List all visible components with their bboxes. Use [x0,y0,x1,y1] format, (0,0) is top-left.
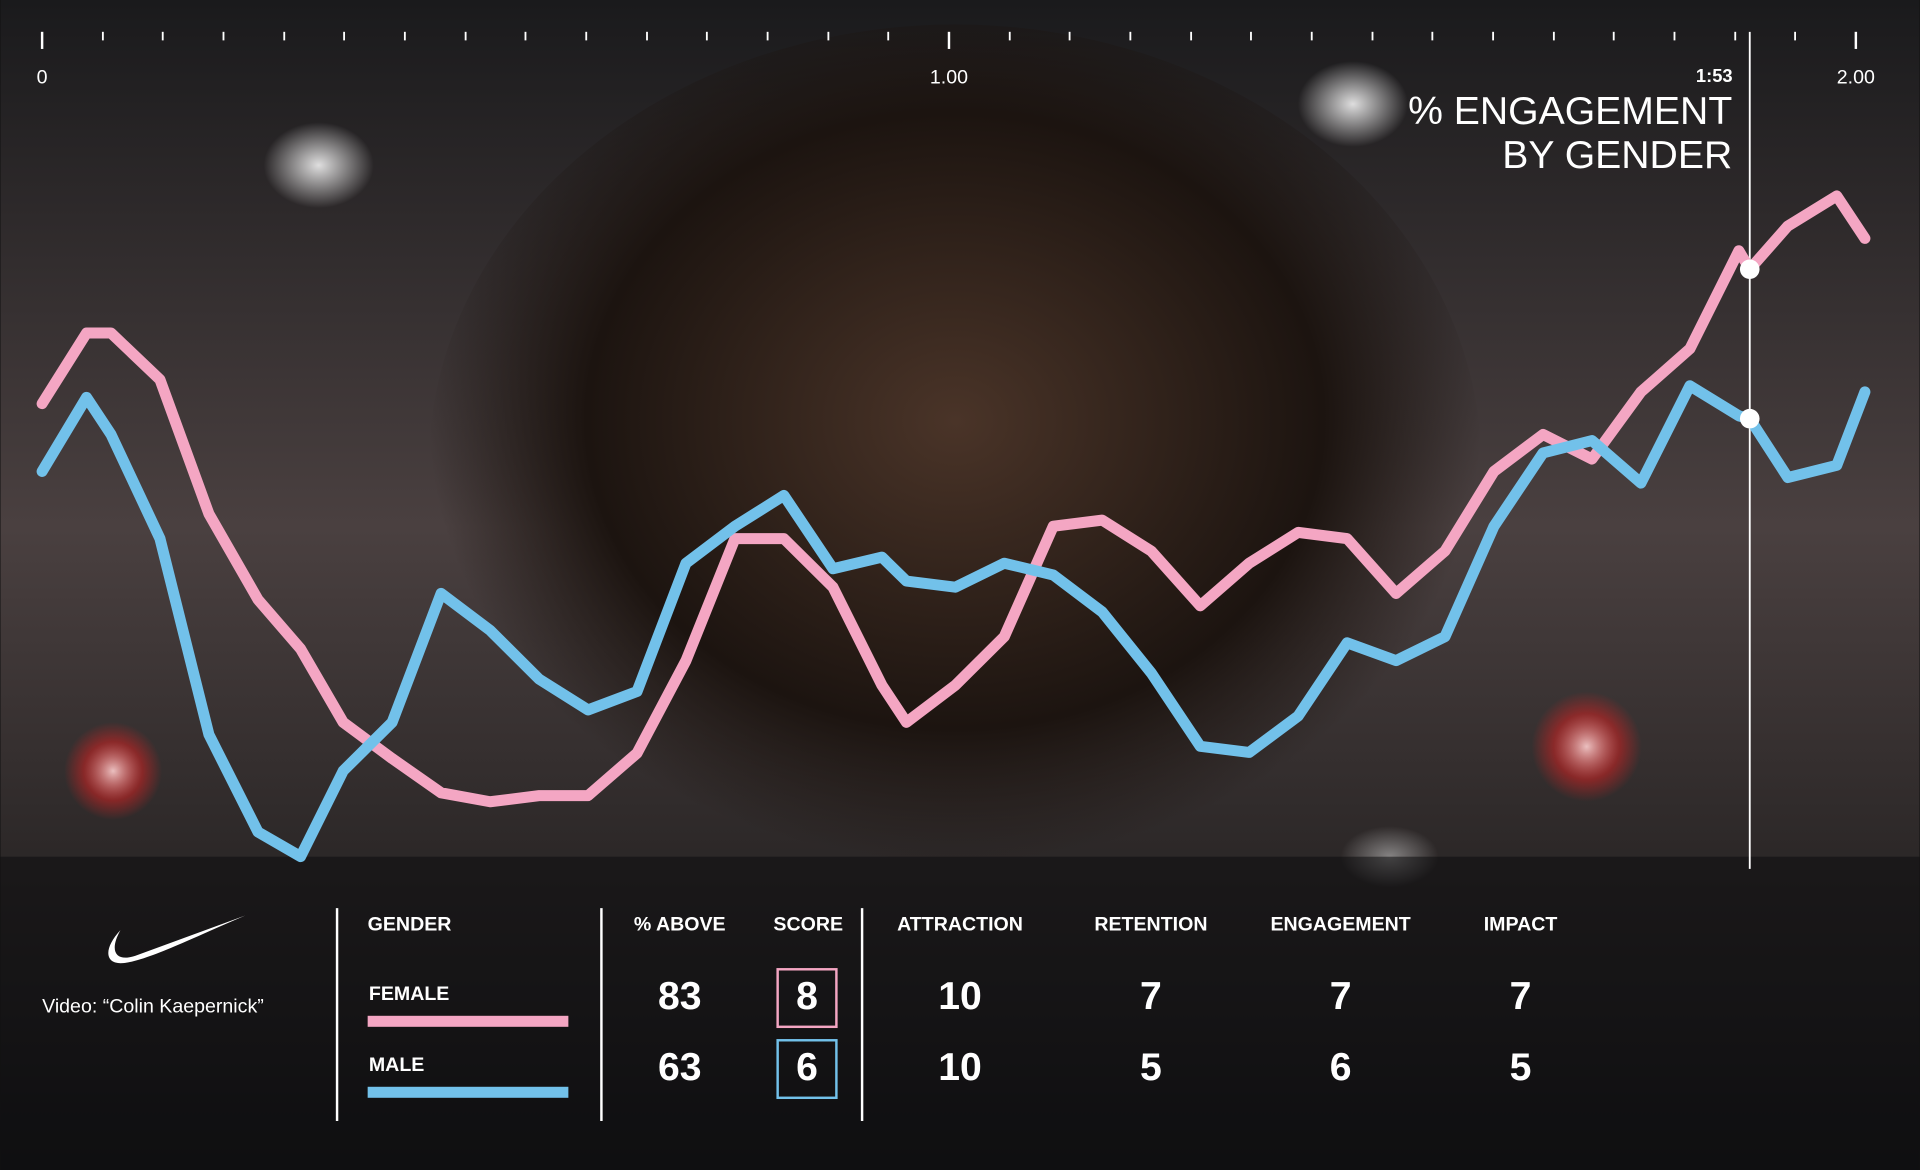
cell-value: 5 [1510,1046,1532,1089]
cell-value: 8 [796,975,818,1018]
column-header: RETENTION [1094,913,1207,935]
legend-swatch [367,1015,569,1027]
marker-dot [1739,408,1760,429]
brand: Video: “Colin Kaepernick” [42,915,264,1017]
column-header: % ABOVE [634,913,726,935]
cell-value: 7 [1330,975,1352,1018]
cell-value: 5 [1140,1046,1162,1089]
caption: Video: “Colin Kaepernick” [42,995,264,1017]
score-box [776,968,838,1029]
marker-dot [1739,259,1760,280]
x-tick-label: 0 [37,66,48,88]
legend-label: MALE [369,1054,424,1076]
chart-title: BY GENDER [1502,134,1732,177]
cell-value: 7 [1140,975,1162,1018]
cell-value: 7 [1510,975,1532,1018]
score-box [776,1039,838,1100]
chart-title: % ENGAGEMENT [1408,90,1732,133]
title: % ENGAGEMENT BY GENDER [1408,90,1732,177]
cell-value: 83 [658,975,702,1018]
cell-value: 10 [938,975,982,1018]
column-header: IMPACT [1484,913,1558,935]
legend-label: FEMALE [369,983,449,1005]
series-line [36,190,1871,808]
nike-logo [108,915,246,964]
time-marker-label: 1:53 [1696,65,1733,86]
cell-value: 10 [938,1046,982,1089]
column-header: ENGAGEMENT [1270,913,1410,935]
cell-value: 6 [796,1046,818,1089]
cell-value: 6 [1330,1046,1352,1089]
x-tick-label: 1.00 [930,66,968,88]
cell-value: 63 [658,1046,702,1089]
plot: 0 1.00 2.00 1:53 [36,31,1875,869]
column-header: ATTRACTION [897,913,1023,935]
column-header: GENDER [368,913,452,935]
score-table: GENDER % ABOVE SCORE ATTRACTION RETENTION ENG… [335,908,1558,1122]
column-header: SCORE [773,913,843,935]
series-line [36,380,1871,863]
legend-swatch [367,1086,569,1098]
x-tick-label: 2.00 [1837,66,1875,88]
